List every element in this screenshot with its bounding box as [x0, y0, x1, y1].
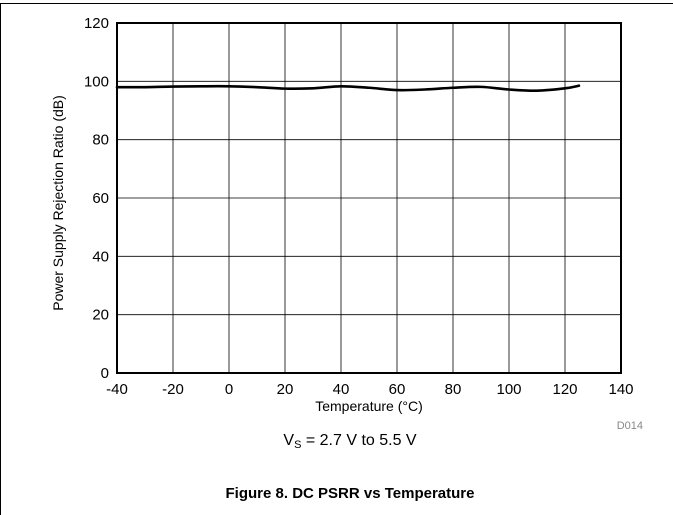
condition-base: V [283, 432, 295, 449]
supply-condition: VS = 2.7 V to 5.5 V [0, 432, 673, 451]
x-tick-label: 100 [496, 381, 521, 398]
page-frame-left [0, 3, 1, 515]
psrr-chart: -40 -20 0 20 40 60 80 100 120 140 0 20 40 60 80 100 120 T… [50, 15, 643, 430]
y-tick-label: 0 [101, 365, 109, 382]
condition-text: = 2.7 V to 5.5 V [301, 432, 417, 449]
x-tick-label: 40 [333, 381, 350, 398]
x-tick-label: 20 [277, 381, 294, 398]
condition-subscript: S [294, 439, 302, 451]
figure-code: D014 [617, 420, 643, 430]
psrr-series-line [115, 84, 581, 92]
page-frame-top [0, 3, 673, 4]
y-tick-label: 20 [92, 307, 109, 324]
figure-caption: Figure 8. DC PSRR vs Temperature [225, 485, 475, 502]
x-tick-label: 0 [225, 381, 233, 398]
x-tick-label: -40 [106, 381, 128, 398]
x-tick-label: 80 [445, 381, 462, 398]
plot-frame [116, 22, 622, 374]
x-tick-label: 60 [389, 381, 406, 398]
x-tick-label: 120 [552, 381, 577, 398]
y-axis-label: Power Supply Rejection Ratio (dB) [50, 95, 66, 311]
y-tick-label: 100 [84, 73, 109, 90]
x-tick-label: 140 [608, 381, 633, 398]
y-tick-label: 60 [92, 190, 109, 207]
x-tick-label: -20 [162, 381, 184, 398]
y-tick-label: 80 [92, 132, 109, 149]
y-tick-label: 40 [92, 248, 109, 265]
x-axis-label: Temperature (°C) [315, 398, 423, 414]
y-tick-label: 120 [84, 15, 109, 32]
